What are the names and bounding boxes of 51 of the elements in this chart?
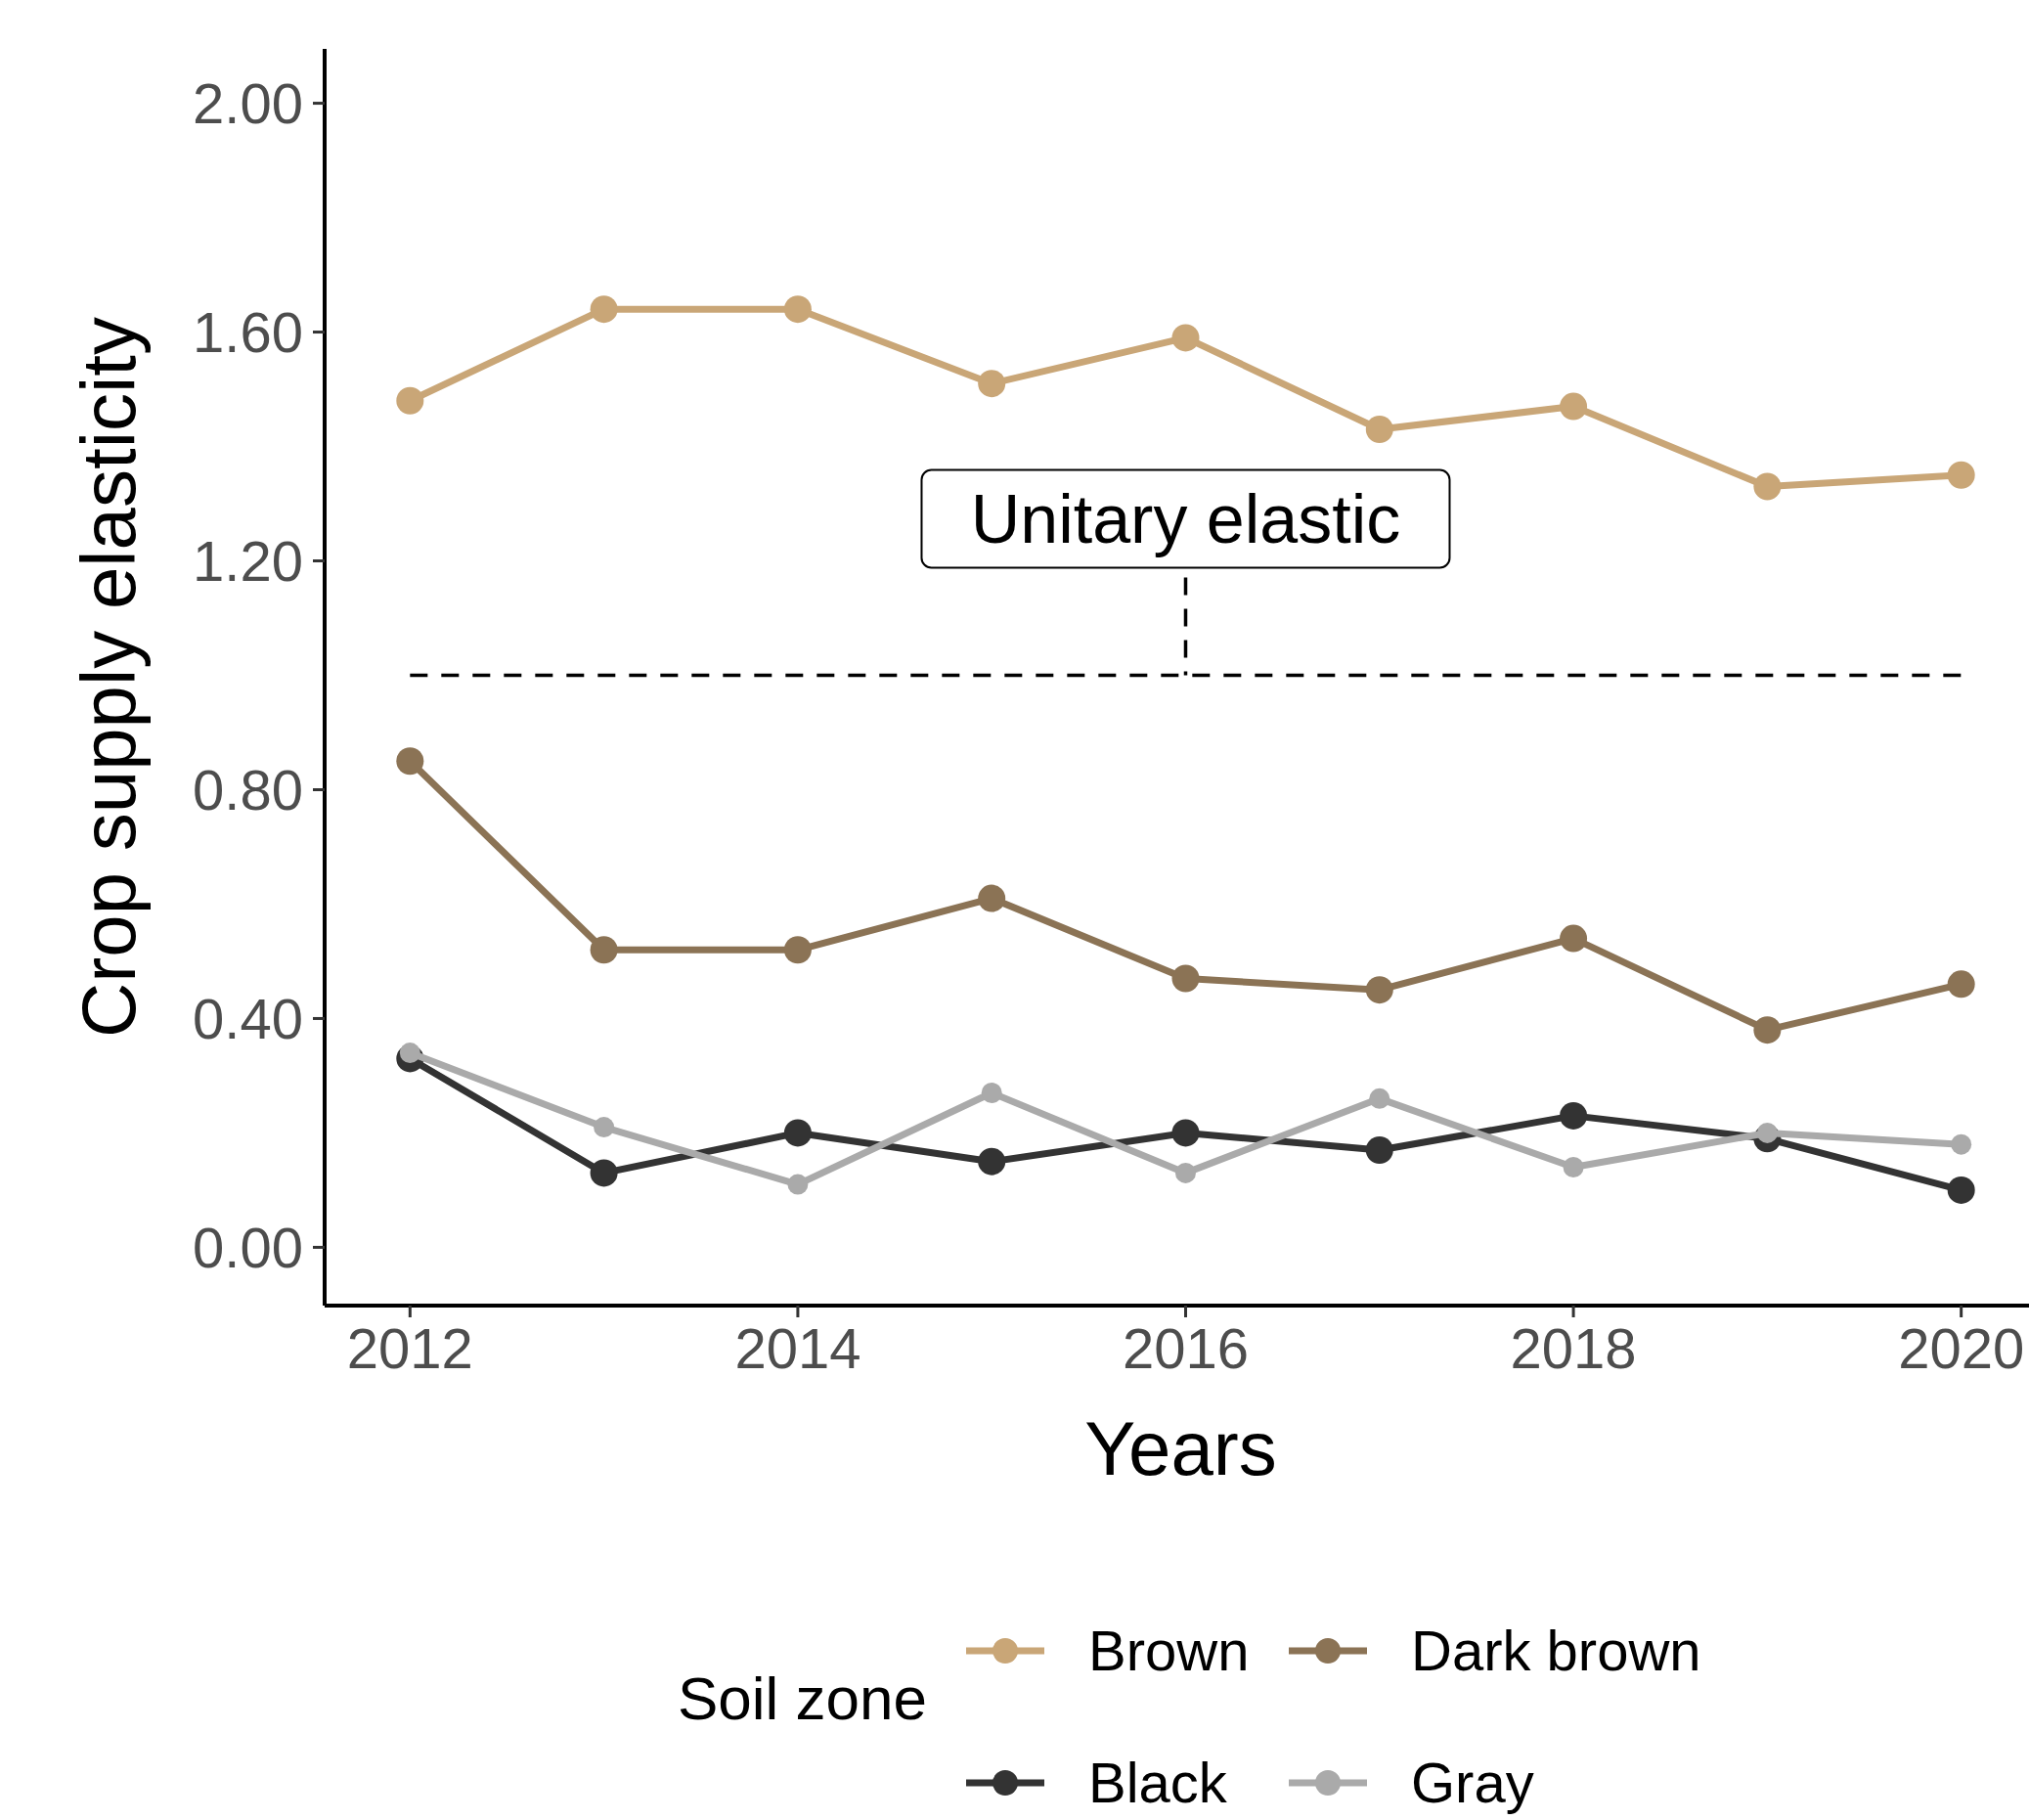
y-tick-label: 0.40 xyxy=(193,986,303,1050)
point xyxy=(783,295,812,324)
x-tick-label: 2018 xyxy=(1510,1316,1637,1380)
point xyxy=(1365,976,1393,1004)
point xyxy=(1369,1088,1390,1109)
y-tick-label: 1.60 xyxy=(193,299,303,364)
y-tick-label: 0.80 xyxy=(193,757,303,821)
point xyxy=(396,386,424,415)
point xyxy=(1365,415,1393,443)
point xyxy=(1753,472,1782,501)
point xyxy=(787,1174,809,1195)
y-tick-label: 2.00 xyxy=(193,70,303,135)
x-tick-label: 2020 xyxy=(1898,1316,2025,1380)
point xyxy=(1560,1101,1588,1130)
point xyxy=(978,1147,1006,1176)
legend-title: Soil zone xyxy=(677,1665,927,1732)
ref-line-label: Unitary elastic xyxy=(970,481,1401,557)
point xyxy=(590,936,618,964)
point xyxy=(594,1117,615,1138)
point xyxy=(1947,970,1975,999)
point xyxy=(1365,1135,1393,1164)
point xyxy=(590,1159,618,1187)
point xyxy=(1947,461,1975,489)
point xyxy=(1563,1157,1584,1178)
y-axis-title: Crop supply elasticity xyxy=(66,317,152,1038)
point xyxy=(1947,1176,1975,1204)
y-tick-label: 1.20 xyxy=(193,528,303,593)
y-tick-label: 0.00 xyxy=(193,1215,303,1279)
point xyxy=(1560,924,1588,953)
legend-label: Dark brown xyxy=(1411,1619,1701,1683)
point xyxy=(1753,1016,1782,1044)
point xyxy=(590,295,618,324)
point xyxy=(1560,392,1588,421)
legend-label: Black xyxy=(1088,1751,1228,1815)
x-tick-label: 2016 xyxy=(1122,1316,1250,1380)
point xyxy=(783,1119,812,1147)
point xyxy=(1171,324,1200,352)
legend-label: Brown xyxy=(1088,1619,1250,1683)
point xyxy=(396,747,424,776)
point xyxy=(1951,1133,1972,1155)
point xyxy=(978,884,1006,912)
point xyxy=(978,370,1006,398)
point xyxy=(783,936,812,964)
legend-label: Gray xyxy=(1411,1751,1534,1815)
point xyxy=(1174,1162,1196,1183)
point xyxy=(1171,1119,1200,1147)
x-axis-title: Years xyxy=(1084,1405,1277,1491)
x-tick-label: 2014 xyxy=(734,1316,861,1380)
point xyxy=(981,1083,1002,1103)
x-tick-label: 2012 xyxy=(346,1316,473,1380)
point xyxy=(1171,964,1200,993)
